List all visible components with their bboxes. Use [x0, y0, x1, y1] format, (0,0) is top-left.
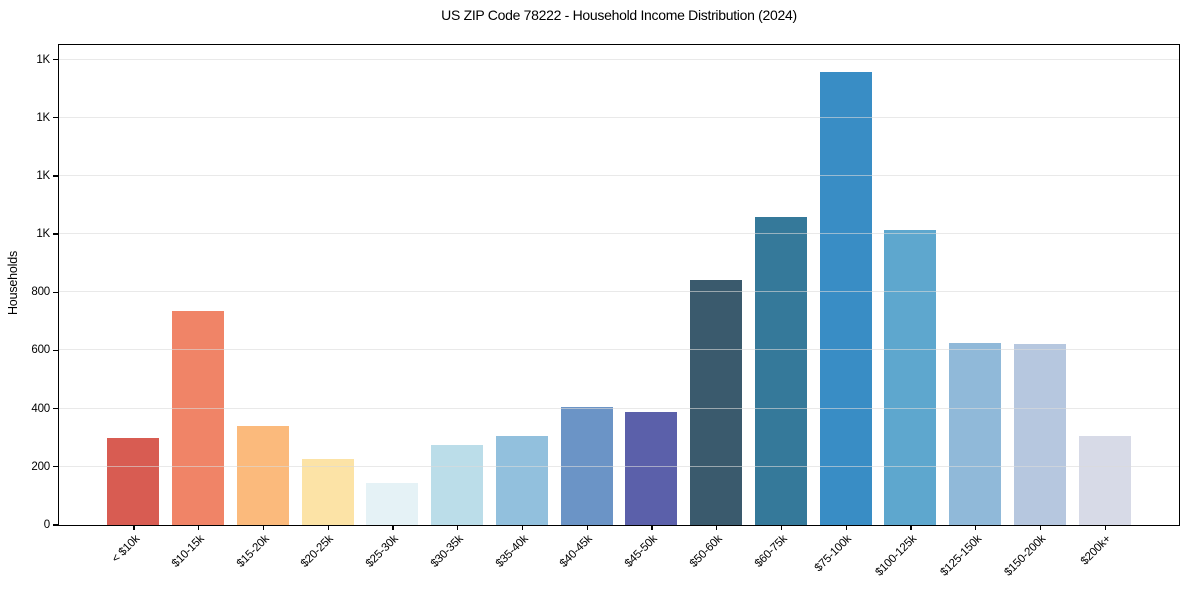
x-axis-tick	[780, 525, 783, 530]
x-tick-label: $25-30k	[363, 533, 401, 570]
y-tick-label: 800	[31, 286, 50, 299]
bar-slot: < $10k	[101, 45, 166, 565]
bar-slot: $10-15k	[166, 45, 231, 570]
x-tick-label: $125-150k	[937, 533, 984, 579]
bar-< $10k	[107, 438, 160, 525]
plot-area: < $10k $10-15k $15-20k $20-25k $25-30k $30-35…	[31, 44, 1180, 579]
bar-slot: $45-50k	[619, 45, 684, 570]
bar-slot: $25-30k	[360, 45, 425, 570]
bar-slot: $75-100k	[813, 45, 878, 574]
x-axis-tick	[586, 525, 588, 530]
y-axis-label: Households	[6, 250, 20, 316]
bar-$125-150k	[949, 342, 1002, 525]
bar-slot: $30-35k	[425, 45, 490, 570]
y-axis-tick	[53, 466, 58, 468]
x-axis-tick	[198, 525, 200, 530]
x-axis-tick	[1104, 525, 1106, 530]
bar-$150-200k	[1013, 344, 1066, 525]
x-tick-label: $75-100k	[812, 533, 855, 575]
bar-$35-40k	[495, 435, 548, 525]
bar-slot: $15-20k	[231, 45, 296, 570]
bar-$200k+	[1078, 435, 1131, 525]
bar-$20-25k	[301, 459, 354, 525]
y-tick-label: 1K	[36, 169, 50, 182]
bar-slot: $35-40k	[490, 45, 555, 570]
x-axis-tick	[457, 525, 459, 530]
bar-slot: $125-150k	[938, 45, 1008, 579]
bar-$50-60k	[690, 279, 743, 525]
x-tick-label: $150-200k	[1002, 533, 1049, 579]
bar-slot: $60-75k	[749, 45, 814, 570]
x-axis-tick	[133, 525, 135, 530]
bar-$45-50k	[625, 411, 678, 525]
bar-slot: $20-25k	[295, 45, 360, 570]
x-tick-label: < $10k	[109, 533, 142, 566]
y-tick-label: 600	[31, 344, 50, 357]
y-tick-label: 200	[31, 460, 50, 473]
x-tick-label: $35-40k	[493, 533, 531, 570]
bar-$60-75k	[754, 216, 807, 525]
y-axis-tick	[53, 117, 58, 119]
bar-$100-125k	[884, 230, 937, 525]
y-axis-tick	[53, 58, 58, 61]
y-axis-tick	[53, 524, 58, 526]
bars-container: < $10k $10-15k $15-20k $20-25k $25-30k $30-35…	[59, 45, 1179, 579]
x-tick-label: $30-35k	[428, 533, 466, 570]
x-tick-label: $60-75k	[752, 533, 790, 570]
bar-$15-20k	[236, 425, 289, 525]
x-tick-label: $100-125k	[873, 533, 919, 579]
bar-slot: $100-125k	[873, 45, 943, 579]
y-axis-tick	[53, 175, 58, 177]
x-tick-label: $50-60k	[687, 533, 725, 570]
bar-$30-35k	[431, 444, 484, 525]
x-tick-label: $15-20k	[234, 533, 272, 570]
x-axis-tick	[910, 525, 912, 530]
x-axis-tick	[651, 525, 653, 530]
bar-slot: $200k+	[1072, 45, 1137, 568]
bar-slot: $50-60k	[684, 45, 749, 570]
x-tick-label: $45-50k	[622, 533, 660, 570]
x-axis-tick	[521, 525, 524, 530]
bar-$75-100k	[819, 72, 872, 525]
y-tick-label: 1K	[36, 228, 50, 241]
y-tick-label: 400	[31, 402, 50, 415]
x-axis-tick	[262, 525, 265, 530]
bar-$25-30k	[366, 483, 419, 525]
bar-slot: $40-45k	[554, 45, 619, 570]
chart-title: US ZIP Code 78222 - Household Income Dis…	[441, 7, 797, 23]
bar-slot: $150-200k	[1003, 45, 1073, 579]
y-tick-label: 1K	[36, 111, 50, 124]
x-axis-tick	[1039, 525, 1042, 530]
x-tick-label: $40-45k	[558, 533, 596, 570]
y-axis-tick	[53, 233, 58, 235]
x-tick-label: $10-15k	[169, 533, 207, 570]
y-axis-tick	[53, 291, 58, 293]
bar-$10-15k	[172, 310, 225, 525]
y-axis-tick	[53, 349, 58, 352]
y-tick-label: 0	[43, 519, 50, 531]
x-axis-tick	[392, 525, 394, 530]
x-axis-tick	[327, 525, 329, 530]
x-axis-tick	[845, 525, 847, 530]
x-tick-label: $200k+	[1078, 533, 1114, 568]
y-axis-tick	[53, 408, 58, 410]
x-axis-tick	[975, 525, 977, 530]
y-tick-label: 1K	[36, 53, 50, 66]
bar-$40-45k	[560, 407, 613, 525]
x-tick-label: $20-25k	[299, 533, 337, 570]
x-axis-tick	[716, 525, 718, 530]
